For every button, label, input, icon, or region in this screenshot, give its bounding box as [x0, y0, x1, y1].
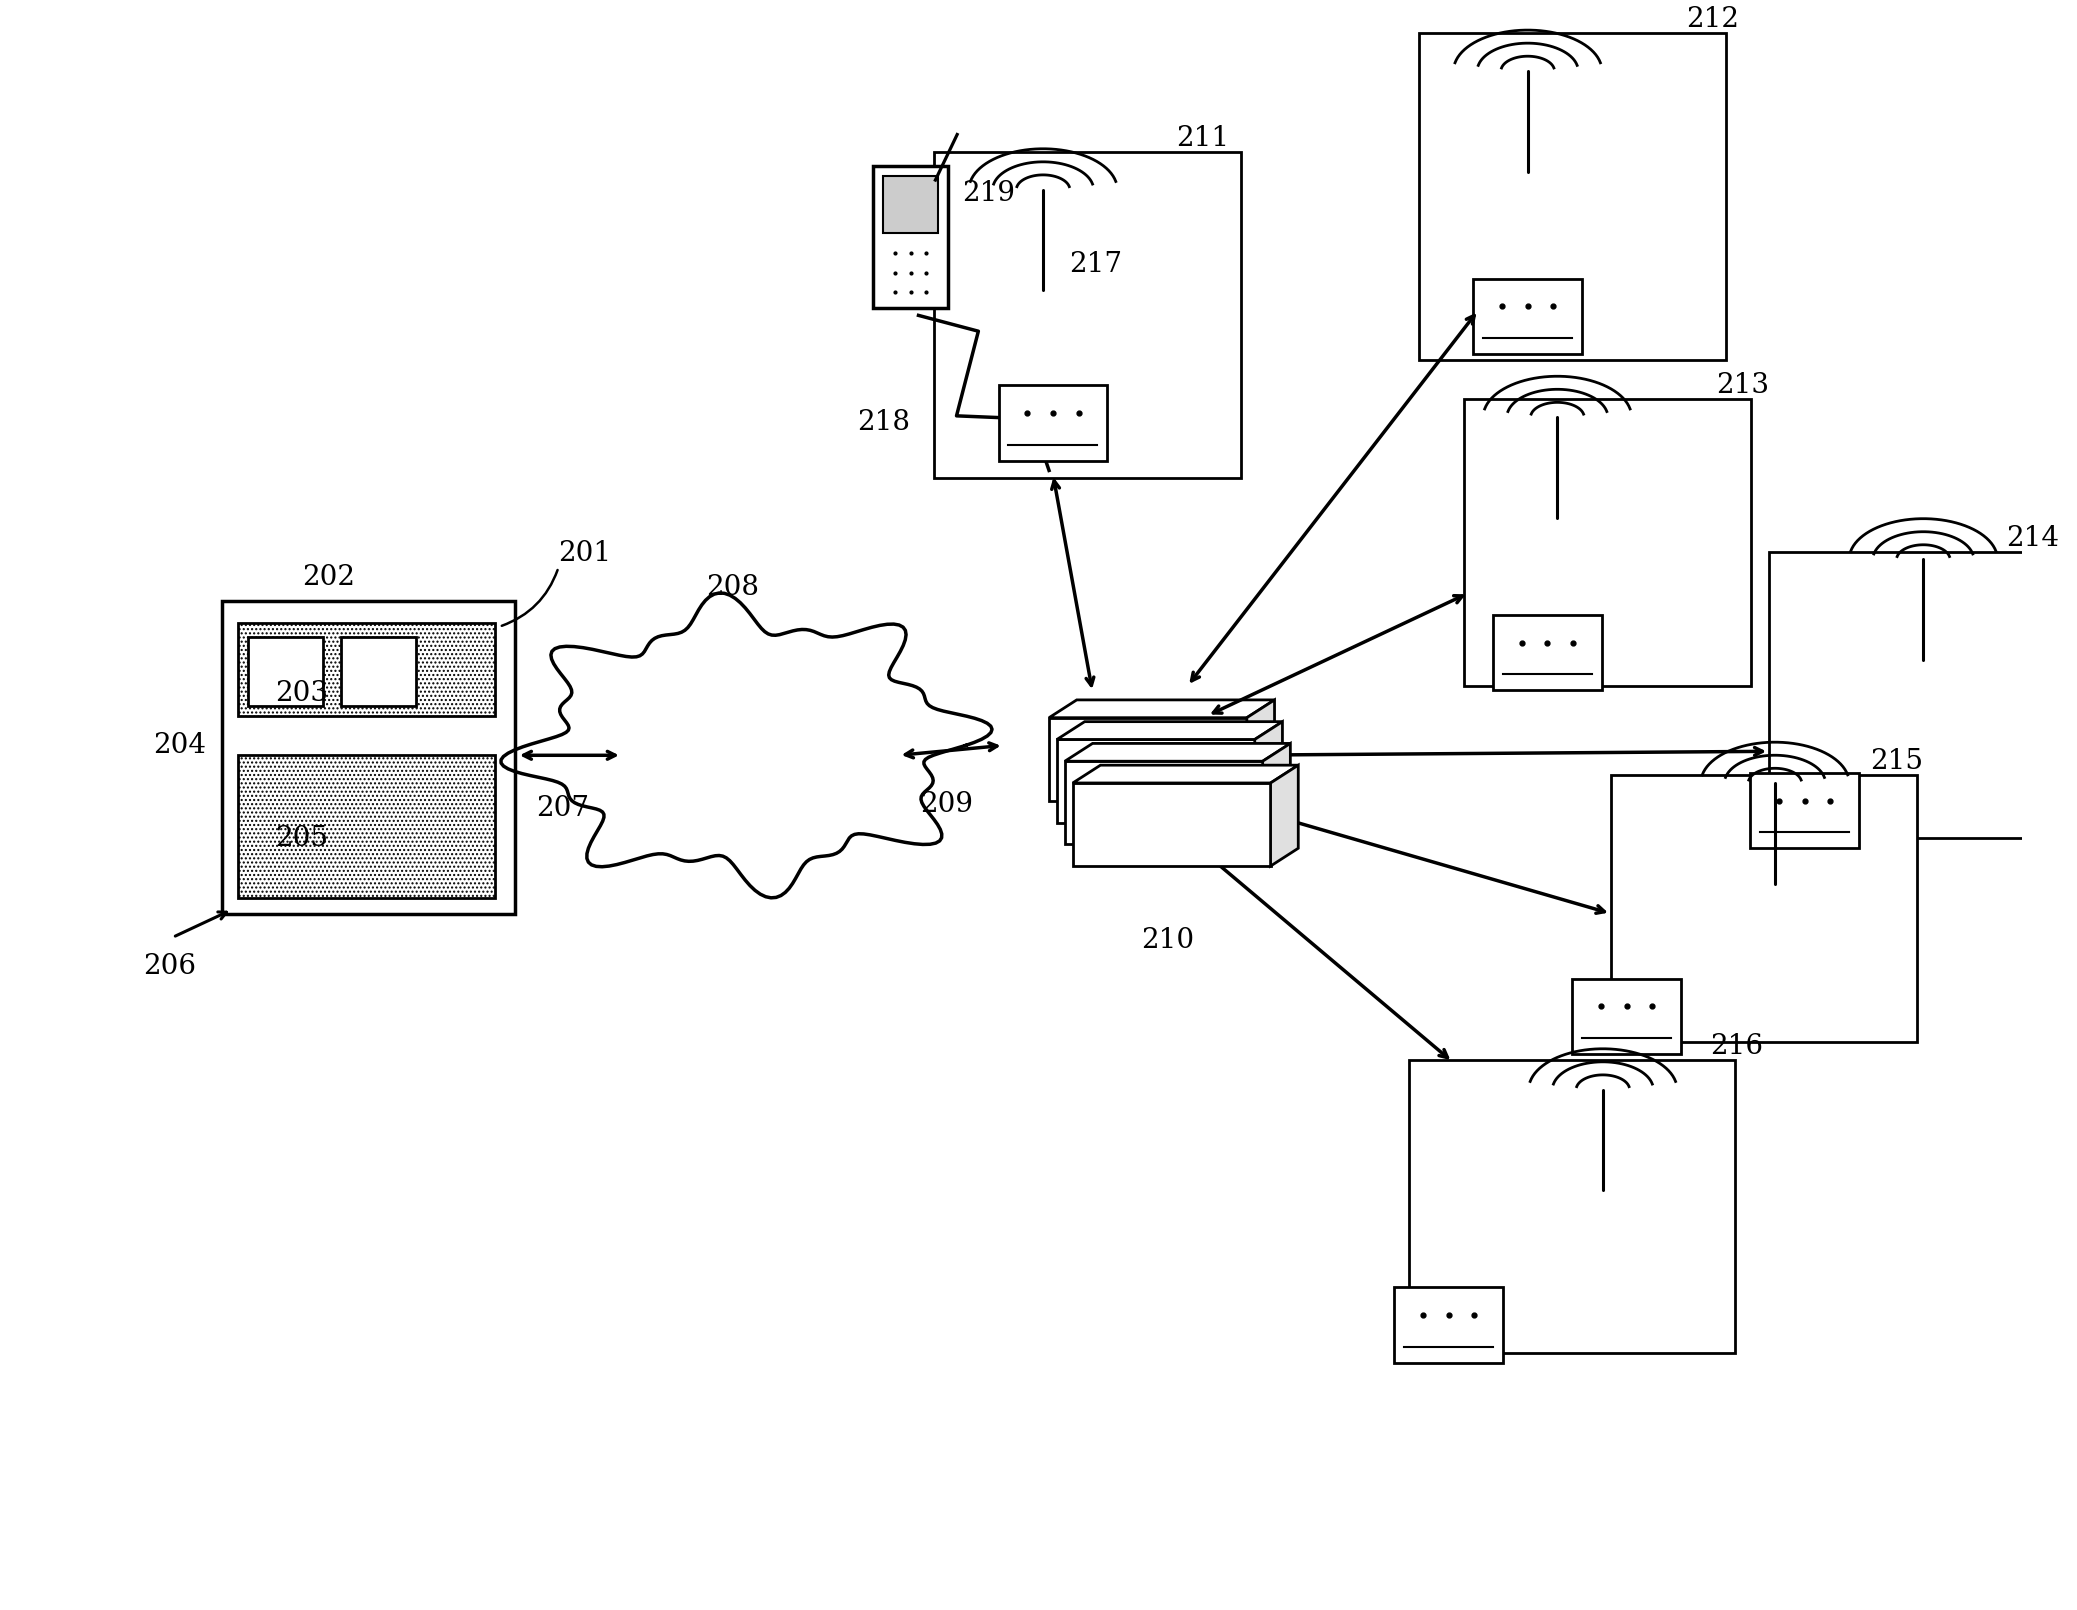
Bar [1751, 773, 1859, 848]
Text: 217: 217 [1070, 251, 1122, 279]
Text: 216: 216 [1709, 1034, 1763, 1059]
Polygon shape [1074, 765, 1298, 782]
Text: 208: 208 [706, 575, 758, 601]
Text: 205: 205 [274, 824, 328, 852]
Bar [1464, 399, 1751, 686]
Text: 202: 202 [303, 564, 355, 591]
Text: 203: 203 [274, 679, 328, 707]
Polygon shape [1246, 700, 1275, 800]
Bar [999, 385, 1107, 460]
Bar [1074, 782, 1271, 866]
Bar [883, 175, 939, 233]
Bar [1049, 718, 1246, 800]
Text: 215: 215 [1869, 749, 1923, 774]
Bar [239, 623, 494, 716]
Bar [1572, 979, 1680, 1055]
Bar [935, 151, 1240, 478]
Text: 213: 213 [1716, 372, 1770, 399]
Bar [1419, 34, 1726, 359]
Bar [1770, 552, 2075, 839]
Text: 201: 201 [559, 541, 611, 567]
Bar [1408, 1059, 1736, 1352]
Text: 209: 209 [920, 791, 972, 818]
Text: 219: 219 [962, 180, 1016, 208]
Polygon shape [1271, 765, 1298, 866]
Polygon shape [1057, 721, 1282, 739]
Text: 211: 211 [1176, 126, 1230, 151]
Bar [1066, 762, 1263, 844]
Bar [1493, 615, 1601, 691]
Bar [239, 755, 494, 898]
Bar [341, 636, 415, 705]
Text: 210: 210 [1140, 927, 1194, 955]
Bar [1612, 774, 1917, 1042]
Text: 214: 214 [2006, 525, 2060, 552]
Bar [1057, 739, 1255, 823]
Polygon shape [1263, 744, 1290, 844]
Text: 204: 204 [154, 733, 206, 758]
Text: 206: 206 [143, 953, 195, 980]
Polygon shape [1049, 700, 1275, 718]
Polygon shape [1255, 721, 1282, 823]
Bar [247, 636, 324, 705]
Bar [1473, 279, 1583, 354]
Bar [1394, 1288, 1504, 1362]
Text: 207: 207 [536, 795, 590, 821]
Bar [872, 166, 949, 308]
Polygon shape [1066, 744, 1290, 762]
Text: 218: 218 [858, 409, 910, 436]
Bar [222, 601, 515, 913]
Text: 212: 212 [1687, 6, 1738, 34]
